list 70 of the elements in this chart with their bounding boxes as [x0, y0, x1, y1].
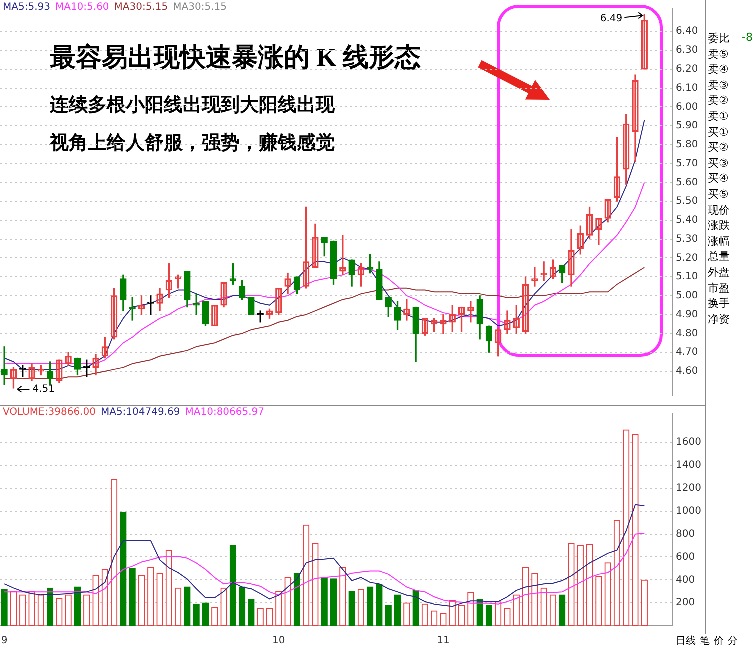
y-tick-label: 1600 [676, 437, 702, 448]
y-tick-label: 5.40 [676, 215, 698, 226]
text: MA5:104749.69 [100, 407, 180, 418]
bar [294, 572, 301, 626]
y-tick-label: 5.20 [676, 252, 698, 264]
y-tick-label: 5.80 [676, 140, 698, 151]
bar [230, 545, 237, 626]
y-tick-label: 5.90 [676, 120, 698, 132]
annotation: 视角上给人舒服，强势，赚钱感觉 [50, 132, 335, 156]
bar [412, 590, 420, 626]
y-tick-label: 600 [676, 552, 696, 563]
text: MA10:5.60 [55, 2, 110, 13]
bar [476, 599, 484, 626]
y-tick-label: 800 [676, 528, 696, 540]
bar [129, 568, 136, 626]
annotation: 4.51 [32, 384, 55, 396]
bar [559, 594, 566, 626]
y-tick-label: 4.60 [676, 366, 698, 378]
y-tick-label: 1200 [676, 483, 702, 494]
text: 分 [728, 636, 738, 647]
bar [74, 586, 82, 626]
x-tick-label: 10 [272, 636, 286, 647]
x-tick-label: 9 [1, 636, 8, 647]
y-tick-label: 1400 [676, 460, 702, 472]
bar [376, 584, 383, 626]
bar [348, 591, 356, 626]
bar [184, 586, 191, 626]
y-tick-label: 1000 [676, 506, 702, 517]
bar [193, 604, 200, 626]
bar [486, 605, 493, 626]
text: MA30:5.15 [114, 2, 168, 13]
bar [46, 588, 54, 626]
bar [330, 578, 338, 626]
candlestick [1, 346, 8, 386]
y-tick-label: 6.30 [676, 45, 698, 56]
bar [120, 512, 127, 626]
candlestick [540, 262, 548, 282]
y-tick-label: 4.90 [676, 309, 698, 320]
y-tick-label: 5.60 [676, 177, 698, 188]
y-tick-label: 6.00 [676, 102, 698, 113]
bar [385, 605, 392, 626]
y-tick-label: 6.40 [676, 26, 698, 38]
annotation: 连续多根小阳线出现到大阳线出现 [50, 94, 335, 118]
text: 价 [714, 636, 724, 647]
text: MA5:5.93 [3, 2, 50, 13]
y-tick-label: 400 [676, 574, 696, 586]
bar [238, 586, 246, 626]
text: 最容易出现快速暴涨的 K 线形态 [50, 42, 422, 74]
text: 日线 [676, 636, 696, 647]
y-tick-label: 5.70 [676, 158, 698, 170]
text: MA10:80665.97 [185, 407, 265, 418]
annotation: 6.49 [600, 13, 623, 24]
y-tick-label: 6.20 [676, 64, 698, 76]
y-tick-label: 5.50 [676, 196, 698, 208]
text: 笔 [700, 636, 710, 647]
y-tick-label: 5.30 [676, 234, 698, 245]
y-tick-label: 5.10 [676, 272, 698, 283]
text: VOLUME:39866.00 [3, 407, 96, 418]
x-tick-label: 11 [437, 636, 450, 647]
bar [394, 594, 402, 626]
bar [367, 586, 374, 626]
y-tick-label: 4.80 [676, 328, 698, 340]
y-tick-label: 4.70 [676, 347, 698, 358]
bar [202, 602, 210, 626]
annotation: MA30:5.15 [173, 2, 227, 13]
bar [321, 578, 328, 626]
bar [248, 599, 255, 626]
y-tick-label: 5.00 [676, 290, 698, 302]
y-tick-label: 6.10 [676, 82, 698, 94]
y-tick-label: 200 [676, 598, 696, 609]
